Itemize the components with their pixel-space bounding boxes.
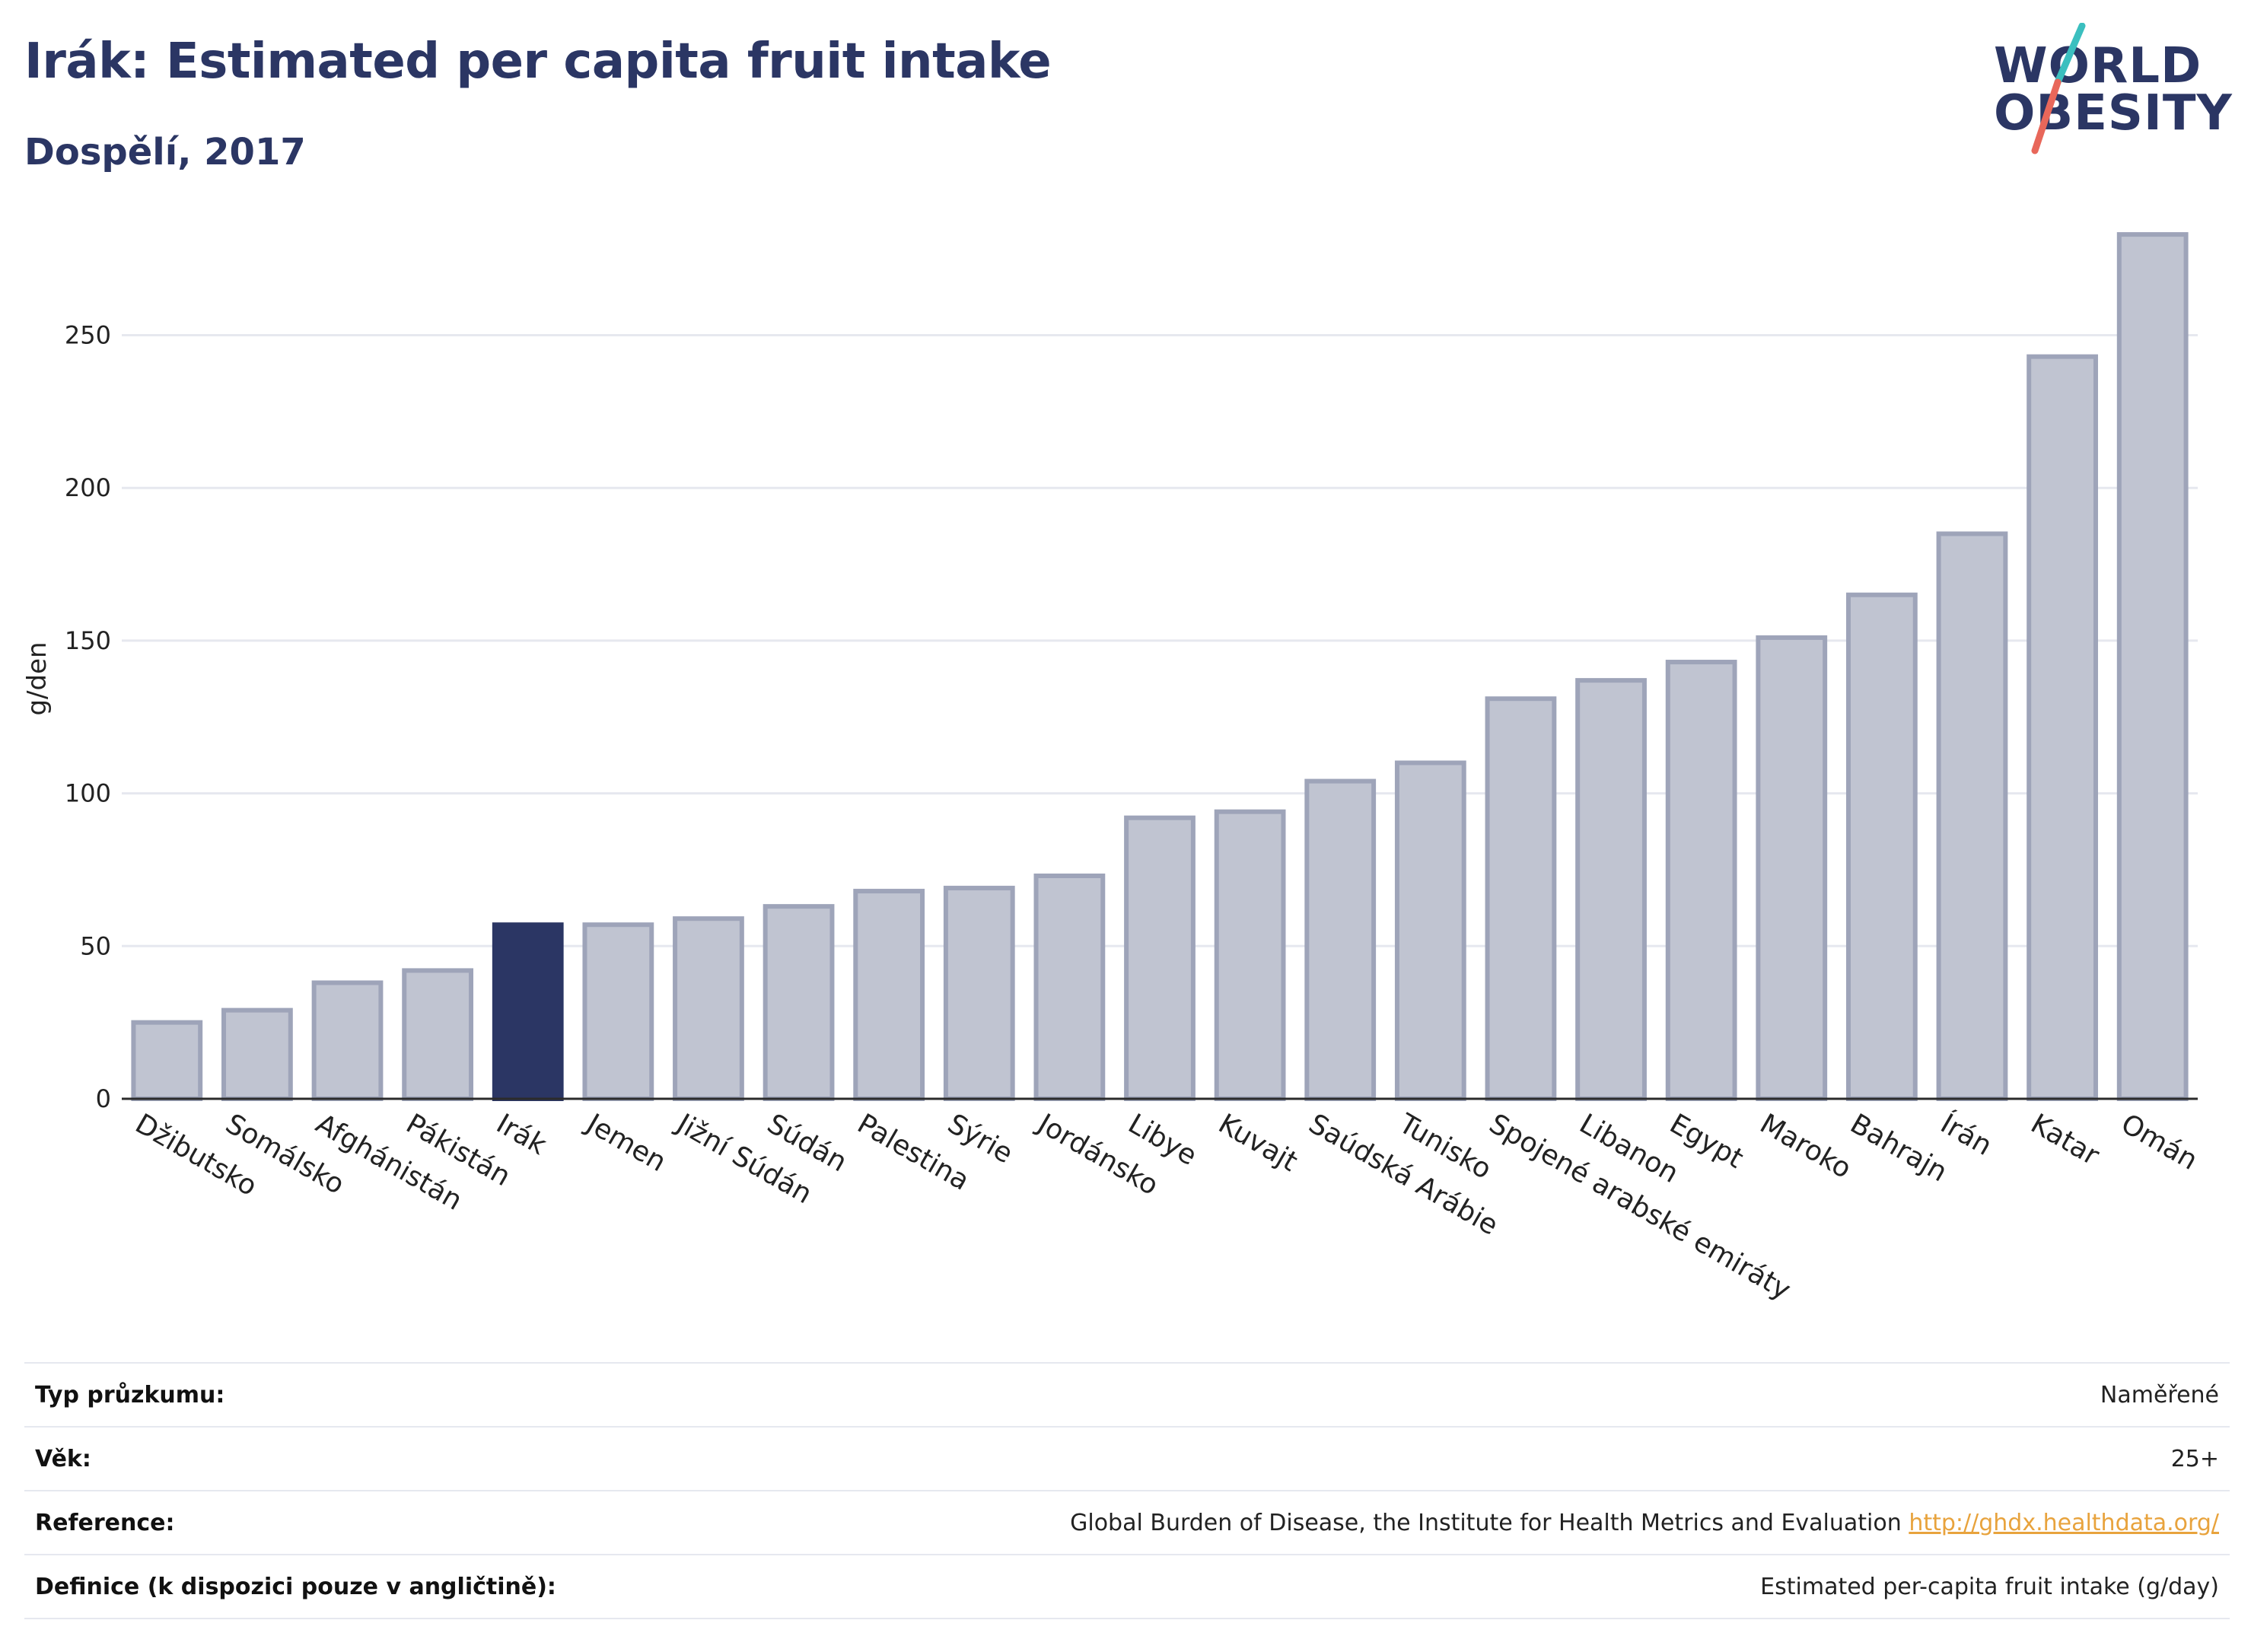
bar-12 <box>1214 809 1286 1101</box>
bar-20 <box>1936 531 2008 1101</box>
bar-18 <box>1756 635 1828 1101</box>
chart-title: Irák: Estimated per capita fruit intake <box>24 33 1052 90</box>
x-tick-label: Jemen <box>580 1107 671 1178</box>
y-tick-label: 50 <box>80 931 111 960</box>
bar-10 <box>1033 873 1106 1101</box>
bar-3 <box>402 968 474 1101</box>
y-axis-label: g/den <box>22 641 53 715</box>
info-value: 25+ <box>722 1426 2230 1491</box>
x-tick-label: Írán <box>1935 1107 1998 1162</box>
x-axis-ticks: DžibutskoSomálskoAfghánistánPákistánIrák… <box>130 1107 2203 1306</box>
reference-text: Global Burden of Disease, the Institute … <box>1070 1509 1902 1536</box>
x-tick-label: Irák <box>491 1108 552 1161</box>
info-label: Věk: <box>24 1426 723 1491</box>
y-tick-label: 100 <box>65 779 111 808</box>
info-value-reference: Global Burden of Disease, the Institute … <box>722 1490 2230 1555</box>
y-tick-label: 0 <box>96 1084 111 1113</box>
x-tick-label: Omán <box>2116 1108 2202 1176</box>
bar-chart: 0 50 100 150 200 250 g/den DžibutskoSomálskoA… <box>22 232 2203 1307</box>
bar-6 <box>673 916 744 1102</box>
bar-0 <box>131 1020 203 1101</box>
x-tick-label: Maroko <box>1755 1108 1857 1185</box>
info-value: Estimated per-capita fruit intake (g/day… <box>722 1554 2230 1619</box>
x-tick-label: Bahrajn <box>1845 1108 1952 1188</box>
bars <box>131 232 2189 1102</box>
bar-4 <box>492 922 564 1102</box>
info-label: Reference: <box>24 1490 723 1555</box>
info-row-definition: Definice (k dispozici pouze v angličtině… <box>24 1554 2230 1619</box>
bar-7 <box>763 904 835 1102</box>
y-tick-label: 200 <box>65 473 111 502</box>
bar-11 <box>1124 815 1196 1101</box>
bar-22 <box>2116 232 2189 1101</box>
reference-link[interactable]: http://ghdx.healthdata.org/ <box>1909 1509 2219 1536</box>
bar-16 <box>1575 678 1647 1101</box>
info-value: Naměřené <box>722 1362 2230 1427</box>
world-obesity-logo: WORLD OBESITY <box>1994 23 2237 167</box>
y-tick-label: 150 <box>65 626 111 655</box>
x-tick-label: Kuvajt <box>1213 1108 1303 1178</box>
bar-14 <box>1394 760 1466 1102</box>
bar-9 <box>943 886 1015 1101</box>
bar-19 <box>1845 592 1918 1101</box>
info-label: Typ průzkumu: <box>24 1362 723 1427</box>
y-tick-label: 250 <box>65 321 111 350</box>
info-row-survey-type: Typ průzkumu: Naměřené <box>24 1362 2230 1427</box>
info-row-reference: Reference: Global Burden of Disease, the… <box>24 1490 2230 1555</box>
info-table: Typ průzkumu: Naměřené Věk: 25+ Referenc… <box>24 1362 2230 1619</box>
info-row-age: Věk: 25+ <box>24 1426 2230 1491</box>
y-axis-ticks: 0 50 100 150 200 250 <box>65 321 111 1113</box>
bar-21 <box>2027 354 2098 1102</box>
bar-15 <box>1485 696 1557 1101</box>
logo-text-obesity: OBESITY <box>1994 85 2233 142</box>
bar-2 <box>311 980 384 1101</box>
logo-slash-icon <box>2031 23 2086 154</box>
x-tick-label: Katar <box>2026 1108 2105 1172</box>
bar-5 <box>582 922 654 1102</box>
bar-13 <box>1304 778 1377 1101</box>
logo-text-world: WORLD <box>1994 38 2202 94</box>
bar-1 <box>221 1007 293 1101</box>
bar-17 <box>1665 660 1737 1101</box>
chart-subtitle: Dospělí, 2017 <box>24 131 306 173</box>
bar-8 <box>853 889 925 1101</box>
info-label: Definice (k dispozici pouze v angličtině… <box>24 1554 723 1619</box>
